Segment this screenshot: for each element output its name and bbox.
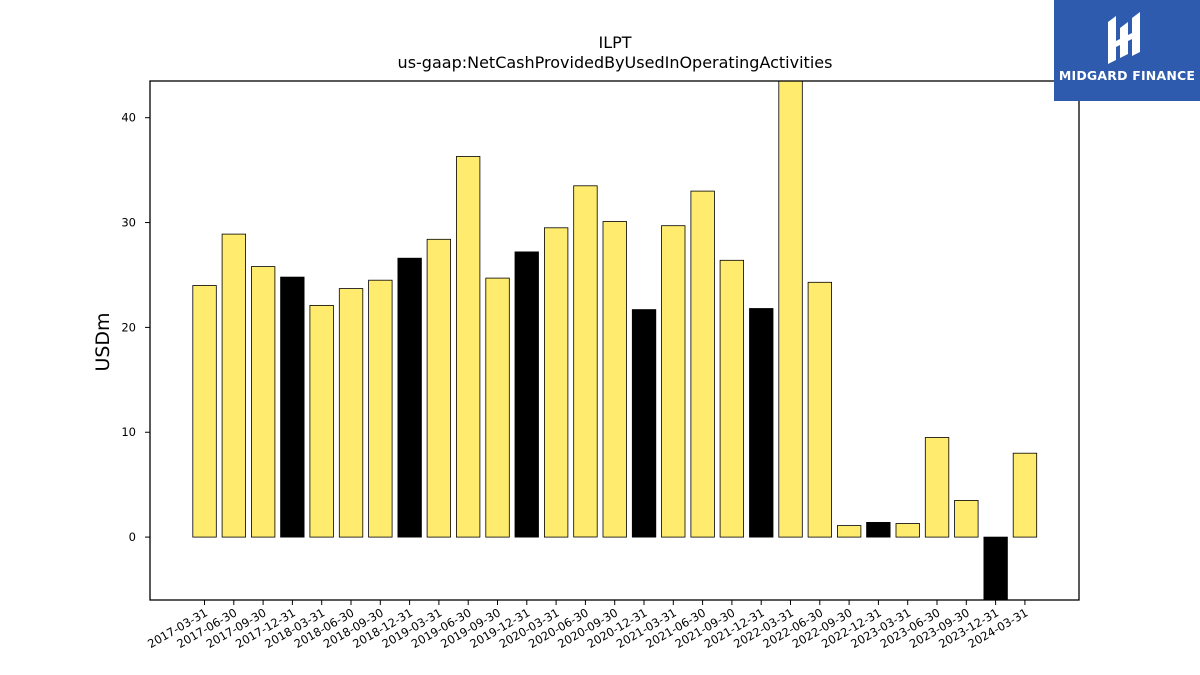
bar-2019-06-30	[455, 156, 481, 538]
y-axis: 0 10 20 30 40	[121, 111, 150, 544]
y-axis-label: USDm	[92, 312, 114, 371]
bars-group	[192, 80, 1038, 601]
bar-2022-12-31	[866, 522, 891, 538]
bar-2019-09-30	[485, 277, 510, 538]
bar-2018-09-30	[368, 279, 393, 538]
bar-2021-03-31	[661, 225, 686, 538]
chart-title: ILPT	[598, 33, 631, 52]
y-tick-label: 0	[129, 530, 136, 544]
chart-subtitle: us-gaap:NetCashProvidedByUsedInOperating…	[398, 53, 833, 72]
bar-2017-12-31	[280, 276, 305, 538]
plot-frame	[149, 80, 1080, 601]
y-tick-label: 20	[121, 320, 136, 334]
bar-2020-03-31	[544, 227, 569, 538]
bar-2018-12-31	[397, 257, 422, 538]
bar-2017-06-30	[221, 233, 247, 538]
logo-mark-icon	[1108, 12, 1140, 64]
bar-2021-12-31	[749, 308, 774, 538]
bar-2020-12-31	[631, 309, 657, 538]
bar-2023-09-30	[954, 499, 979, 538]
bar-2022-06-30	[807, 281, 832, 538]
bar-2017-03-31	[192, 285, 217, 538]
bar-2018-03-31	[309, 304, 334, 538]
bar-2022-09-30	[837, 525, 862, 538]
bar-2023-03-31	[895, 523, 920, 538]
bar-2019-12-31	[514, 251, 539, 538]
x-axis: 2017-03-312017-06-302017-09-302017-12-31…	[145, 600, 1030, 651]
bar-2019-03-31	[426, 238, 452, 538]
bar-2020-06-30	[573, 185, 598, 538]
y-tick-label: 10	[121, 425, 136, 439]
bar-2017-09-30	[250, 266, 276, 538]
bar-2023-06-30	[924, 437, 950, 538]
midgard-finance-logo: MIDGARD FINANCE	[1054, 0, 1200, 101]
y-tick-label: 30	[121, 216, 136, 230]
bar-2021-09-30	[719, 259, 744, 538]
bar-2022-03-31	[778, 80, 803, 538]
bar-2023-12-31	[983, 536, 1008, 601]
bar-2020-09-30	[602, 221, 627, 538]
logo-text: MIDGARD FINANCE	[1058, 68, 1196, 83]
bar-2021-06-30	[690, 190, 715, 538]
bar-2018-06-30	[338, 288, 364, 538]
bar-2024-03-31	[1012, 452, 1038, 538]
y-tick-label: 40	[121, 111, 136, 125]
